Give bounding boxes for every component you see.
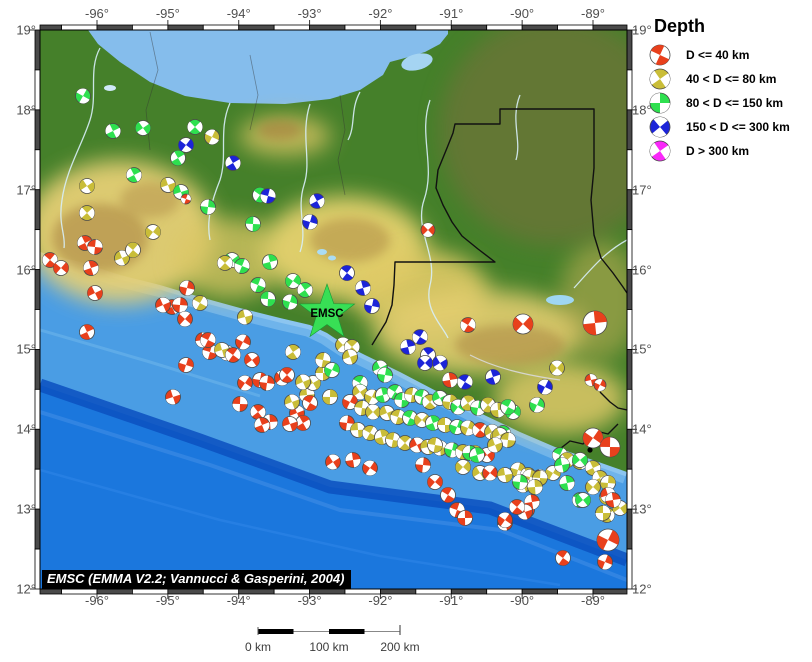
lon-label-top: -94°	[226, 6, 251, 21]
lon-label-top: -91°	[439, 6, 464, 21]
legend-beachball-icon	[649, 140, 671, 162]
lat-label-right: 12°	[632, 581, 652, 597]
lat-label-left: 15°	[16, 341, 36, 357]
lon-label-top: -92°	[368, 6, 393, 21]
lat-label-right: 16°	[632, 262, 652, 278]
legend-item-label: 40 < D <= 80 km	[686, 72, 777, 86]
lon-label-bottom: -93°	[297, 593, 322, 608]
lat-label-left: 13°	[16, 501, 36, 517]
legend-item-depth-150-300: 150 < D <= 300 km	[648, 115, 812, 139]
lat-label-left: 17°	[16, 182, 36, 198]
lat-label-left: 14°	[16, 421, 36, 437]
lon-label-top: -93°	[297, 6, 322, 21]
attribution-banner: EMSC (EMMA V2.2; Vannucci & Gasperini, 2…	[42, 570, 352, 589]
legend-beachball-icon	[649, 44, 671, 66]
lat-label-right: 13°	[632, 501, 652, 517]
emsc-star-label: EMSC	[310, 308, 343, 320]
lon-label-bottom: -92°	[368, 593, 393, 608]
scale-label: 100 km	[309, 640, 349, 654]
legend-beachball-icon	[649, 92, 671, 114]
lat-label-left: 18°	[16, 102, 36, 118]
legend-item-label: 150 < D <= 300 km	[686, 120, 790, 134]
legend-item-label: D > 300 km	[686, 144, 750, 158]
lon-label-bottom: -90°	[510, 593, 535, 608]
beachball-layer	[42, 88, 627, 570]
depth-legend: Depth D <= 40 km 40 < D <= 80 km 80 < D <=…	[648, 16, 812, 163]
lat-label-left: 12°	[16, 581, 36, 597]
legend-title: Depth	[654, 16, 705, 36]
legend-item-label: D <= 40 km	[686, 48, 750, 62]
legend-item-depth-gt-300: D > 300 km	[648, 139, 812, 163]
lon-label-bottom: -95°	[155, 593, 180, 608]
lon-label-bottom: -91°	[439, 593, 464, 608]
legend-beachball-icon	[649, 116, 671, 138]
lon-label-top: -90°	[510, 6, 535, 21]
lon-label-bottom: -96°	[85, 593, 109, 608]
lat-label-left: 16°	[16, 262, 36, 278]
legend-item-depth-80-150: 80 < D <= 150 km	[648, 91, 812, 115]
lat-label-left: 19°	[16, 22, 36, 38]
emsc-star	[298, 283, 356, 338]
lon-label-bottom: -89°	[580, 593, 605, 608]
lon-label-top: -95°	[155, 6, 180, 21]
lat-label-right: 19°	[632, 22, 652, 38]
lat-label-right: 14°	[632, 421, 652, 437]
lon-label-bottom: -94°	[226, 593, 251, 608]
scale-label: 200 km	[380, 640, 420, 654]
lat-label-right: 15°	[632, 341, 652, 357]
legend-item-depth-40-80: 40 < D <= 80 km	[648, 67, 812, 91]
legend-item-label: 80 < D <= 150 km	[686, 96, 784, 110]
lat-label-right: 18°	[632, 102, 652, 118]
lon-label-top: -96°	[85, 6, 109, 21]
legend-beachball-icon	[649, 68, 671, 90]
legend-item-depth-le-40: D <= 40 km	[648, 43, 812, 67]
lat-label-right: 17°	[632, 182, 652, 198]
scale-label: 0 km	[244, 640, 272, 654]
lon-label-top: -89°	[580, 6, 605, 21]
